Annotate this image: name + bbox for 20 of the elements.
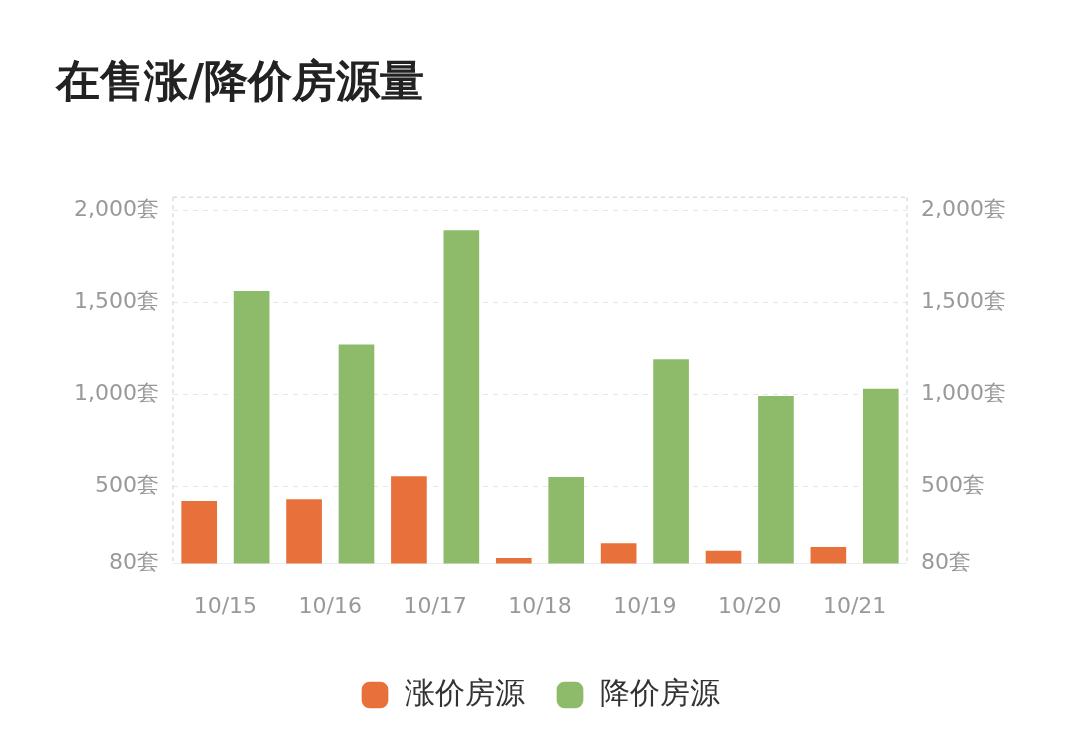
legend-label: 降价房源 [600,674,720,710]
chart-title: 在售涨/降价房源量 [56,54,425,108]
x-tick-label: 10/16 [298,592,362,618]
y2-tick-label: 500套 [921,471,986,497]
y2-tick-label: 2,000套 [921,195,1006,221]
y-tick-label: 2,000套 [74,195,159,221]
x-tick-label: 10/20 [718,592,782,618]
y2-tick-label: 80套 [921,549,972,575]
x-tick-label: 10/19 [613,592,677,618]
x-tick-label: 10/17 [403,592,467,618]
y-tick-label: 500套 [94,471,159,497]
y2-tick-label: 1,500套 [921,287,1006,313]
y-tick-label: 1,500套 [74,287,159,313]
legend-label: 涨价房源 [405,674,525,710]
y-tick-label: 1,000套 [74,379,159,405]
y2-tick-label: 1,000套 [921,379,1006,405]
y-tick-label: 80套 [108,549,159,575]
x-tick-label: 10/21 [822,592,887,618]
x-tick-label: 10/15 [193,592,258,618]
x-tick-label: 10/18 [508,592,572,618]
